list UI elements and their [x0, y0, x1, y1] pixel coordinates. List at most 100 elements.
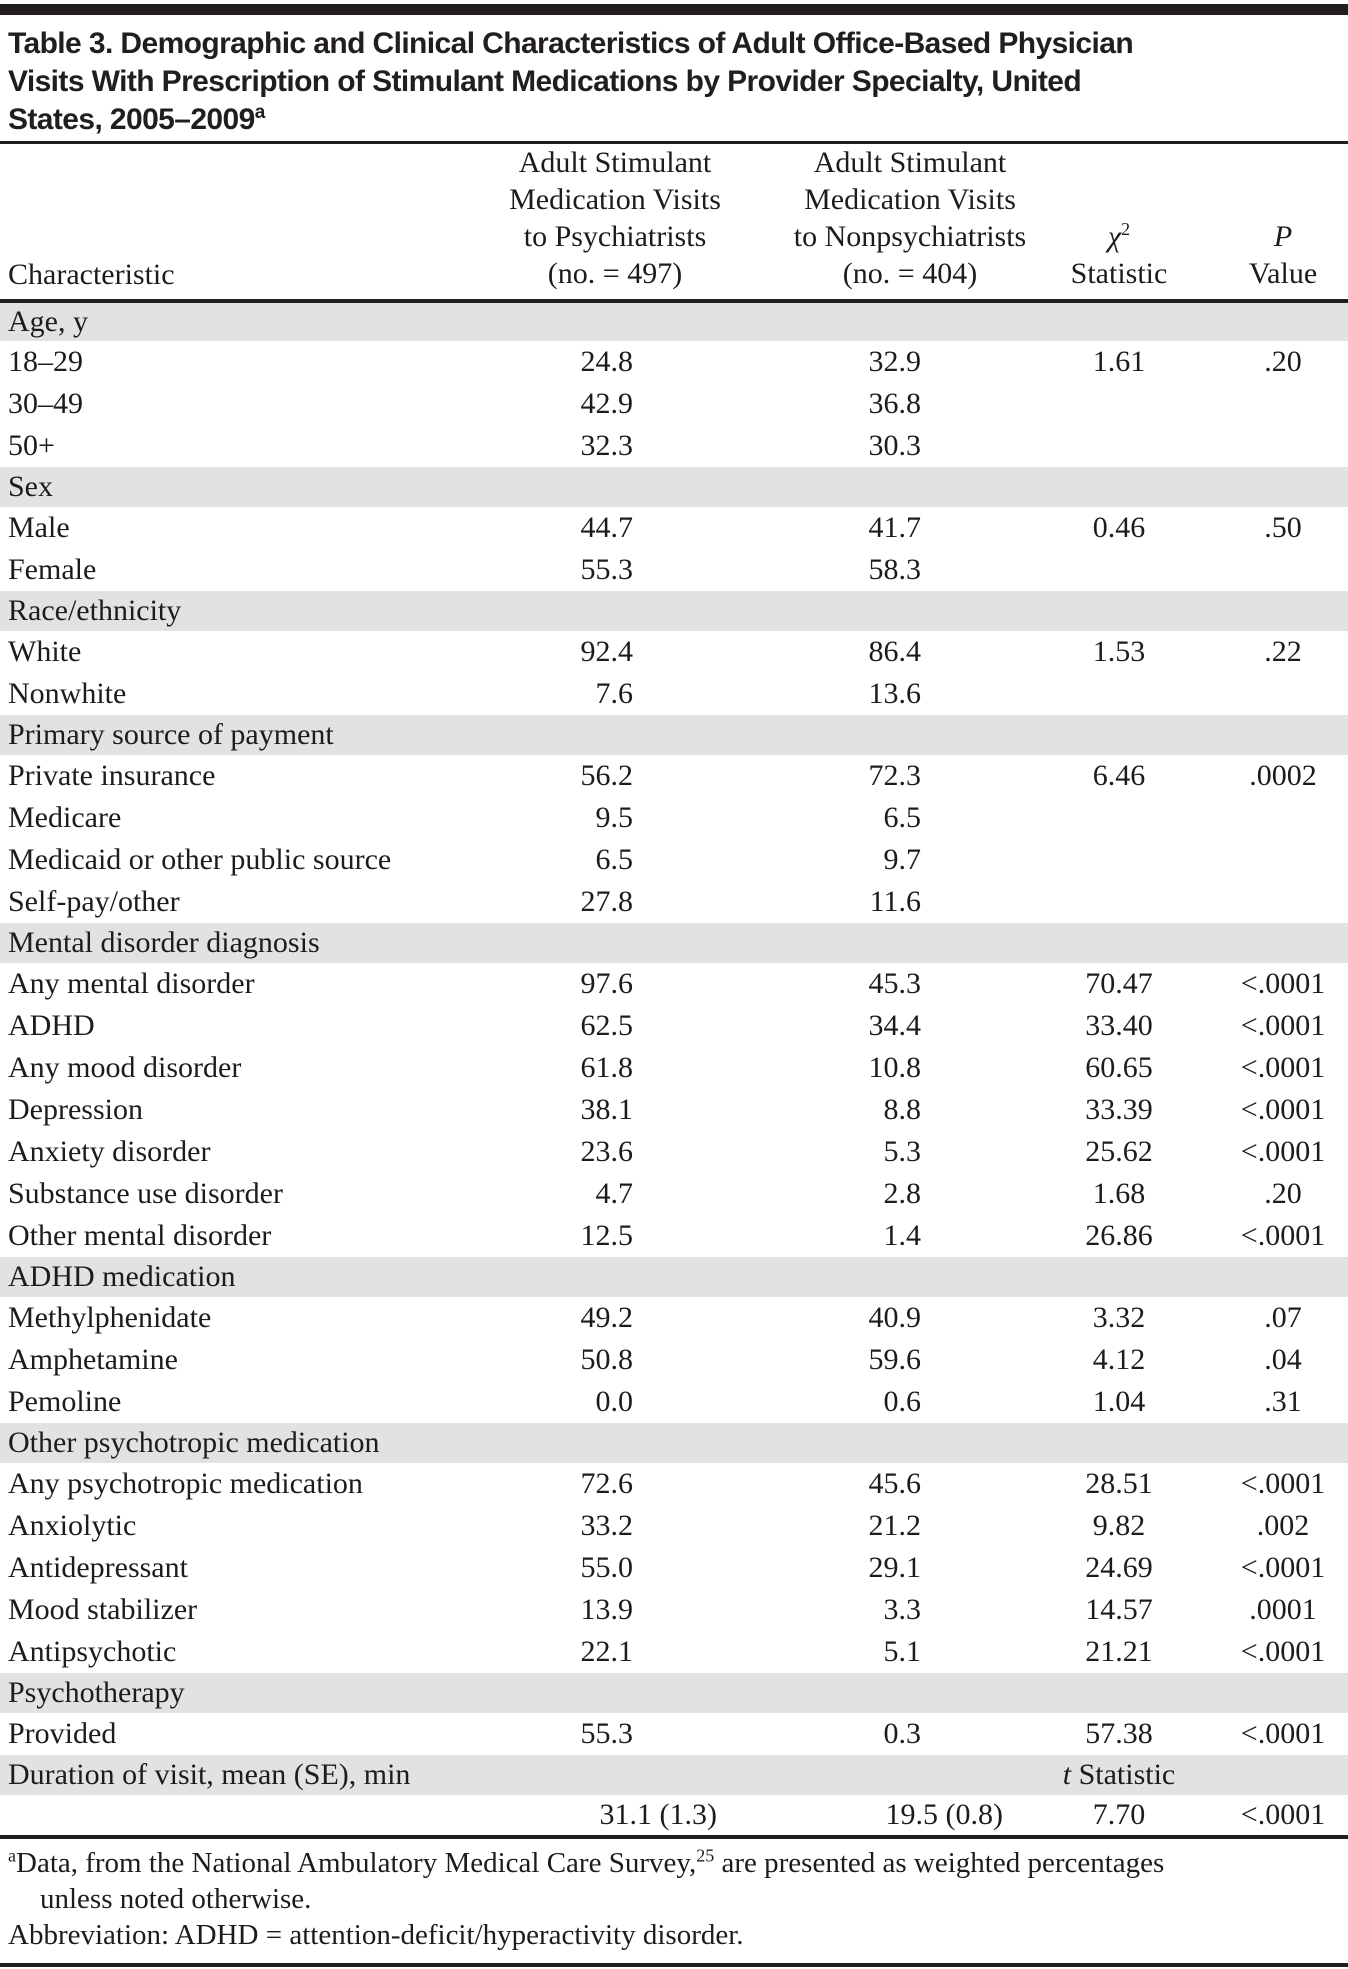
- characteristic-cell: Any mood disorder: [8, 1051, 242, 1084]
- psychiatrists-value-cell: 55.0: [580, 1551, 634, 1584]
- chi-square-statistic-cell: 1.53: [1092, 635, 1146, 668]
- section-header-label: Mental disorder diagnosis: [8, 926, 320, 959]
- psychiatrists-value-cell: 13.9: [580, 1593, 634, 1626]
- p-value-cell: [1218, 673, 1348, 715]
- nonpsychiatrists-value-cell: 6.5: [883, 801, 922, 834]
- p-value-cell: [1218, 797, 1348, 839]
- chi-square-statistic-cell: 1.68: [1092, 1177, 1146, 1210]
- column-header-row: Characteristic Adult Stimulant Medicatio…: [0, 144, 1348, 303]
- chi-square-statistic-cell: 25.62: [1085, 1135, 1153, 1168]
- section-header-row: Mental disorder diagnosis: [0, 923, 1348, 963]
- nonpsychiatrists-value-cell: 0.3: [883, 1717, 922, 1750]
- nonpsychiatrists-value-cell: 0.6: [883, 1385, 922, 1418]
- nonpsychiatrists-value-cell: 72.3: [868, 759, 922, 792]
- p-value-cell: [1218, 383, 1348, 425]
- table-title: Table 3. Demographic and Clinical Charac…: [8, 25, 1340, 139]
- table-row: Substance use disorder 4.7 2.8 1.68 .20: [0, 1173, 1348, 1215]
- p-value-cell: .20: [1264, 345, 1302, 378]
- characteristic-cell: Medicaid or other public source: [8, 843, 392, 876]
- chi-square-statistic-cell: [1020, 881, 1218, 923]
- table-row: Male 44.7 41.7 0.46 .50: [0, 507, 1348, 549]
- psychiatrists-value-cell: 33.2: [580, 1509, 634, 1542]
- footnotes: aData, from the National Ambulatory Medi…: [8, 1845, 1340, 1953]
- t-symbol: t: [1062, 1758, 1072, 1791]
- p-value-cell: <.0001: [1240, 1551, 1326, 1584]
- chi-square-statistic-cell: 33.40: [1085, 1009, 1153, 1042]
- table-row: 50+ 32.3 30.3: [0, 425, 1348, 467]
- psychiatrists-value-cell: 32.3: [580, 429, 634, 462]
- chi-square-statistic-cell: 0.46: [1092, 511, 1146, 544]
- characteristic-cell: White: [8, 635, 82, 668]
- psychiatrists-value-cell: 24.8: [580, 345, 634, 378]
- p-value-cell: [1218, 839, 1348, 881]
- p-value-cell: <.0001: [1240, 1798, 1326, 1831]
- p-value-cell: <.0001: [1240, 1009, 1326, 1042]
- title-line-1: Table 3. Demographic and Clinical Charac…: [8, 27, 1134, 60]
- column-header-p-value: P Value: [1218, 144, 1348, 303]
- table-row: Medicaid or other public source 6.5 9.7: [0, 839, 1348, 881]
- chi-square-statistic-cell: [1020, 839, 1218, 881]
- chi-square-statistic-cell: [1020, 425, 1218, 467]
- psychiatrists-value-cell: 62.5: [580, 1009, 634, 1042]
- characteristic-cell: Pemoline: [8, 1385, 122, 1418]
- nonpsychiatrists-value-cell: 32.9: [868, 345, 922, 378]
- chi-square-statistic-cell: 1.61: [1092, 345, 1146, 378]
- nonpsychiatrists-value-cell: 29.1: [868, 1551, 922, 1584]
- nonpsychiatrists-value-cell: 36.8: [868, 387, 922, 420]
- demographics-table: Characteristic Adult Stimulant Medicatio…: [0, 144, 1348, 1839]
- p-value-cell: .0001: [1249, 1593, 1317, 1626]
- section-stat-spacer: [1218, 1755, 1348, 1795]
- chi-square-statistic-cell: 7.70: [1092, 1798, 1146, 1831]
- nonpsychiatrists-value-cell: 10.8: [868, 1051, 922, 1084]
- nonpsychiatrists-value-cell: 9.7: [883, 843, 922, 876]
- p-value-cell: .22: [1264, 635, 1302, 668]
- psychiatrists-value-cell: 92.4: [580, 635, 634, 668]
- characteristic-cell: Anxiolytic: [8, 1509, 137, 1542]
- chi-square-statistic-cell: [1020, 383, 1218, 425]
- characteristic-cell: Any mental disorder: [8, 967, 255, 1000]
- chi-square-statistic-cell: 60.65: [1085, 1051, 1153, 1084]
- p-value-cell: <.0001: [1240, 1135, 1326, 1168]
- psychiatrists-value-cell: 6.5: [595, 843, 634, 876]
- table-row: White 92.4 86.4 1.53 .22: [0, 631, 1348, 673]
- psychiatrists-value-cell: 50.8: [580, 1343, 634, 1376]
- table-row: Depression 38.1 8.8 33.39 <.0001: [0, 1089, 1348, 1131]
- psychiatrists-value-cell: 56.2: [580, 759, 634, 792]
- table-row: Antipsychotic 22.1 5.1 21.21 <.0001: [0, 1631, 1348, 1673]
- table-row: Any psychotropic medication 72.6 45.6 28.51…: [0, 1463, 1348, 1505]
- section-stat-label: t Statistic: [1062, 1758, 1176, 1791]
- table-row: 18–29 24.8 32.9 1.61 .20: [0, 341, 1348, 383]
- nonpsychiatrists-value-cell: 2.8: [883, 1177, 922, 1210]
- characteristic-cell: 30–49: [8, 387, 83, 420]
- p-value-cell: .04: [1264, 1343, 1302, 1376]
- characteristic-cell: Depression: [8, 1093, 143, 1126]
- section-header-label: Duration of visit, mean (SE), min: [8, 1758, 411, 1791]
- chi-square-statistic-cell: 14.57: [1085, 1593, 1153, 1626]
- table-row: ADHD 62.5 34.4 33.40 <.0001: [0, 1005, 1348, 1047]
- nonpsychiatrists-value-cell: 40.9: [868, 1301, 922, 1334]
- characteristic-cell: Male: [8, 511, 70, 544]
- bottom-rule-bar: [0, 1963, 1348, 1967]
- top-rule-bar: [0, 4, 1348, 15]
- characteristic-cell: Provided: [8, 1717, 117, 1750]
- nonpsychiatrists-value-cell: 5.1: [883, 1635, 922, 1668]
- table-row: Anxiety disorder 23.6 5.3 25.62 <.0001: [0, 1131, 1348, 1173]
- section-header-row: Primary source of payment: [0, 715, 1348, 755]
- characteristic-cell: Medicare: [8, 801, 122, 834]
- nonpsychiatrists-value-cell: 86.4: [868, 635, 922, 668]
- section-header-label: Other psychotropic medication: [8, 1426, 380, 1459]
- nonpsychiatrists-value-cell: 1.4: [883, 1219, 922, 1252]
- nonpsychiatrists-value-cell: 21.2: [868, 1509, 922, 1542]
- table-row: Antidepressant 55.0 29.1 24.69 <.0001: [0, 1547, 1348, 1589]
- p-value-cell: [1218, 549, 1348, 591]
- p-value-cell: .07: [1264, 1301, 1302, 1334]
- characteristic-cell: Female: [8, 553, 97, 586]
- column-header-psychiatrists: Adult Stimulant Medication Visits to Psy…: [430, 144, 800, 303]
- section-header-row: Race/ethnicity: [0, 591, 1348, 631]
- characteristic-cell: Other mental disorder: [8, 1219, 272, 1252]
- table-row: Nonwhite 7.6 13.6: [0, 673, 1348, 715]
- p-value-cell: <.0001: [1240, 1093, 1326, 1126]
- table-row: Amphetamine 50.8 59.6 4.12 .04: [0, 1339, 1348, 1381]
- characteristic-cell: Antipsychotic: [8, 1635, 177, 1668]
